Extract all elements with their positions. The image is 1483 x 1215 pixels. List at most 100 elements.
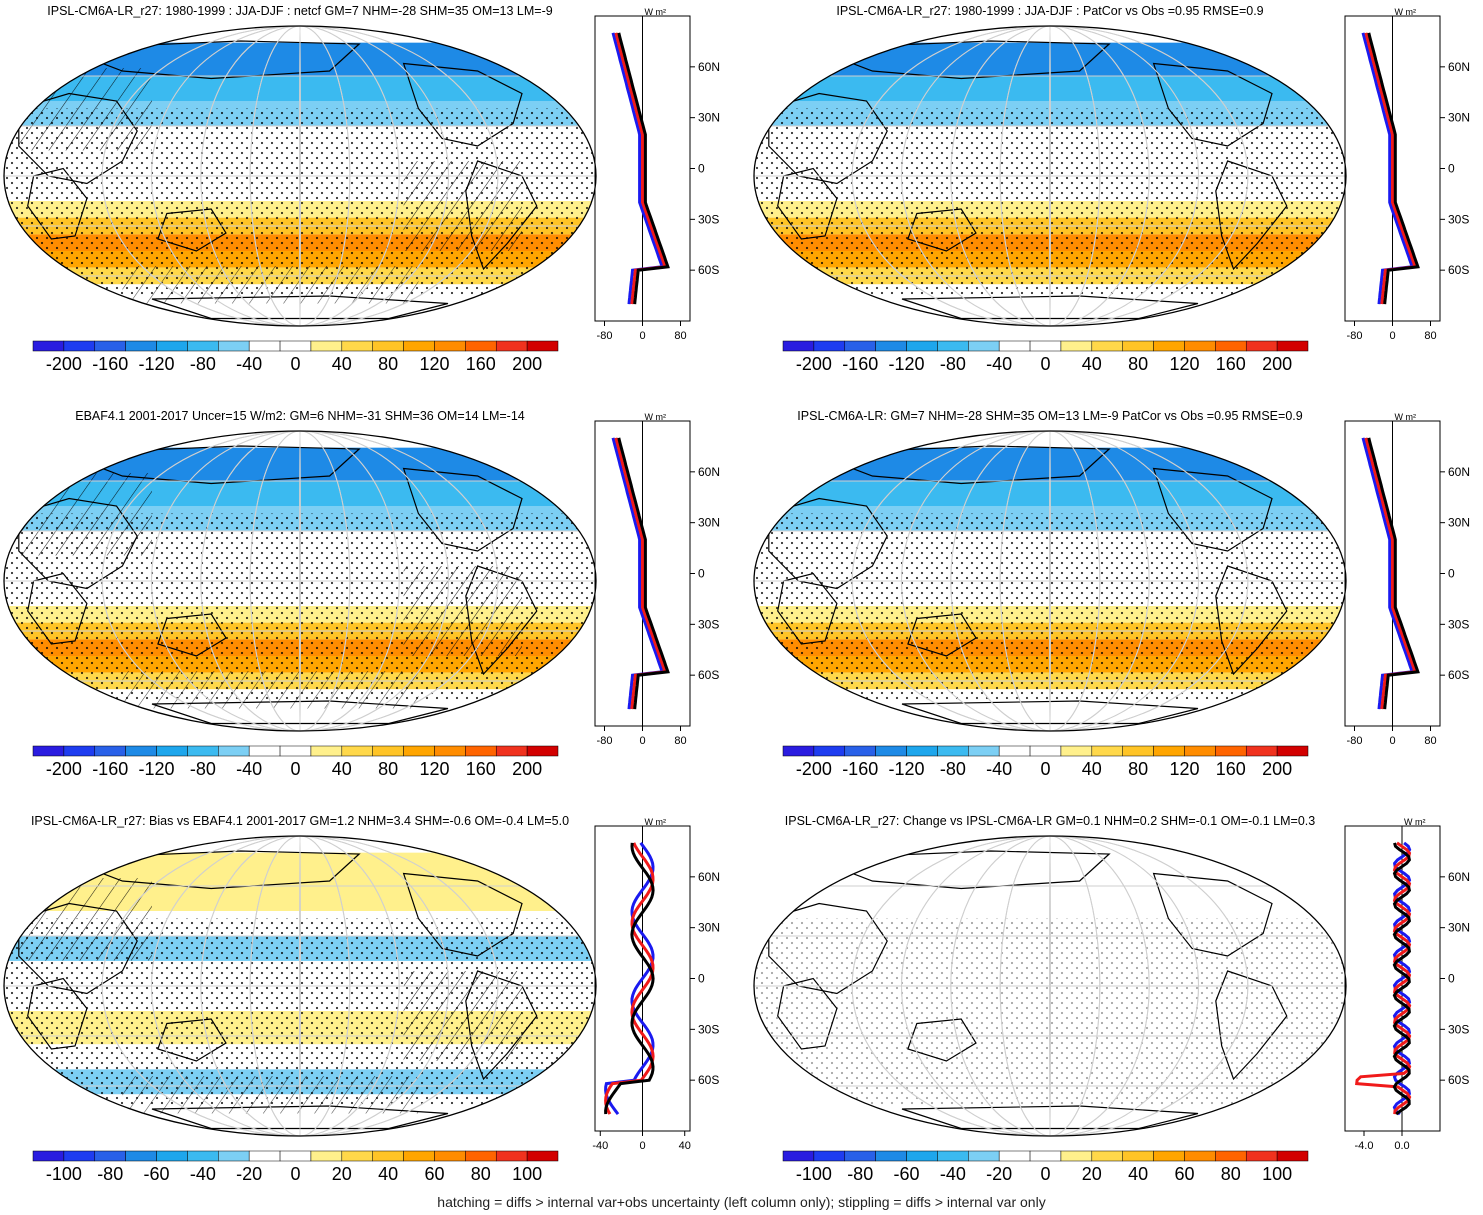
colorbar: -100 -80 -60 -40 -20 0 20 40 60 80 100 — [782, 1150, 1309, 1184]
colorbar-tick-label: -40 — [236, 354, 262, 374]
colorbar-bin — [403, 340, 435, 352]
colorbar-bin — [813, 745, 846, 757]
colorbar-tick-label: 0 — [1040, 354, 1050, 374]
colorbar-bin — [465, 340, 497, 352]
coastline — [62, 40, 361, 80]
profile-x-tick-label: 80 — [1424, 735, 1436, 747]
profile-lat-label: 30S — [698, 1022, 719, 1036]
coastline — [1215, 160, 1288, 271]
colorbar-bin — [125, 745, 157, 757]
profile-x-tick-label: -4.0 — [1355, 1140, 1374, 1152]
graticule-lon — [249, 26, 351, 326]
colorbar-bin — [32, 1150, 65, 1162]
profile-series-blue — [611, 32, 665, 305]
profile-unit-label: W m² — [1404, 817, 1426, 827]
graticule-lon — [249, 431, 351, 731]
graticule-lon — [901, 431, 1199, 731]
colorbar-tick-label: 200 — [512, 759, 542, 779]
coastline — [812, 445, 1111, 485]
profile-lat-label: 60N — [1448, 870, 1470, 884]
graticule-lon — [1049, 431, 1051, 731]
colorbar-bin — [937, 1150, 969, 1162]
colorbar-bin — [279, 340, 312, 352]
colorbar-bin — [968, 340, 1000, 352]
colorbar-tick-label: 100 — [1262, 1164, 1292, 1184]
profile-x-tick-label: -80 — [597, 330, 613, 342]
colorbar-bin — [875, 340, 907, 352]
colorbar-tick-label: -160 — [842, 354, 878, 374]
colorbar-tick-label: 40 — [332, 759, 352, 779]
panel-title: IPSL-CM6A-LR_r27: Change vs IPSL-CM6A-LR… — [785, 814, 1315, 828]
colorbar: -200 -160 -120 -80 -40 0 40 80 120 160 200 — [32, 340, 559, 374]
graticule-lon — [1049, 836, 1051, 1136]
colorbar-tick-label: 40 — [1128, 1164, 1148, 1184]
coastline — [768, 497, 888, 590]
profile-lat-label: 30N — [698, 516, 720, 530]
colorbar-bin — [968, 745, 1000, 757]
colorbar-bin — [279, 745, 312, 757]
profile-series-black — [1367, 437, 1420, 710]
colorbar-bin — [1091, 340, 1123, 352]
colorbar-bin — [156, 745, 188, 757]
colorbar-tick-label: 20 — [332, 1164, 352, 1184]
panel-title: IPSL-CM6A-LR: GM=7 NHM=-28 SHM=35 OM=13 … — [797, 409, 1302, 423]
profile-x-tick-label: 80 — [1424, 330, 1436, 342]
colorbar-bin — [495, 745, 528, 757]
map-border — [3, 25, 597, 327]
colorbar-bin — [125, 340, 157, 352]
profile-lat-label: 60S — [1448, 263, 1469, 277]
graticule-lon — [101, 431, 499, 731]
colorbar-bin — [32, 745, 65, 757]
colorbar-bin — [1122, 745, 1154, 757]
map-border — [3, 835, 597, 1137]
colorbar-tick-label: -160 — [92, 759, 128, 779]
colorbar-bin — [279, 1150, 312, 1162]
graticule-lon — [999, 26, 1101, 326]
profile-lat-label: 30N — [1448, 921, 1470, 935]
colorbar-bin — [63, 1150, 96, 1162]
colorbar-bin — [968, 1150, 1000, 1162]
panel-title: IPSL-CM6A-LR_r27: Bias vs EBAF4.1 2001-2… — [31, 814, 569, 828]
colorbar-bin — [32, 340, 65, 352]
profile-series-black — [1367, 32, 1420, 305]
coastline — [777, 977, 838, 1050]
hatching — [18, 878, 152, 961]
colorbar-tick-label: -100 — [796, 1164, 832, 1184]
colorbar-tick-label: 0 — [290, 354, 300, 374]
profile-series-blue — [1361, 437, 1415, 710]
graticule-lon — [299, 26, 301, 326]
profile-series-black — [617, 32, 670, 305]
colorbar-bin — [1276, 745, 1309, 757]
profile-series-red — [604, 842, 655, 1115]
colorbar-bin — [1060, 1150, 1093, 1162]
graticule-lon — [299, 836, 301, 1136]
coastline — [1152, 872, 1273, 957]
colorbar-bin — [218, 340, 250, 352]
graticule-lon — [200, 836, 400, 1136]
colorbar-bin — [937, 745, 969, 757]
colorbar-bin — [1060, 340, 1093, 352]
profile-lat-label: 60N — [698, 60, 720, 74]
coastline — [18, 497, 138, 590]
colorbar-bin — [403, 1150, 435, 1162]
colorbar-bin — [1091, 745, 1123, 757]
profile-lat-label: 30S — [1448, 617, 1469, 631]
graticule-lon — [999, 431, 1101, 731]
colorbar-bin — [998, 340, 1031, 352]
profile-lat-label: 60S — [1448, 668, 1469, 682]
graticule-lon — [151, 26, 449, 326]
coastline — [62, 445, 361, 485]
graticule-lon — [1049, 26, 1051, 326]
coastline — [777, 167, 838, 240]
profile-lat-label: 30S — [1448, 212, 1469, 226]
panel-bottom-left: IPSL-CM6A-LR_r27: Bias vs EBAF4.1 2001-2… — [3, 814, 720, 1184]
colorbar-bin — [906, 745, 938, 757]
colorbar-bin — [341, 745, 373, 757]
coastline — [27, 572, 88, 645]
colorbar-tick-label: 60 — [1174, 1164, 1194, 1184]
colorbar-bin — [372, 340, 404, 352]
colorbar-tick-label: -200 — [796, 354, 832, 374]
colorbar-tick-label: 80 — [1128, 354, 1148, 374]
graticule-lon — [901, 836, 1199, 1136]
profile-lat-label: 60N — [698, 465, 720, 479]
